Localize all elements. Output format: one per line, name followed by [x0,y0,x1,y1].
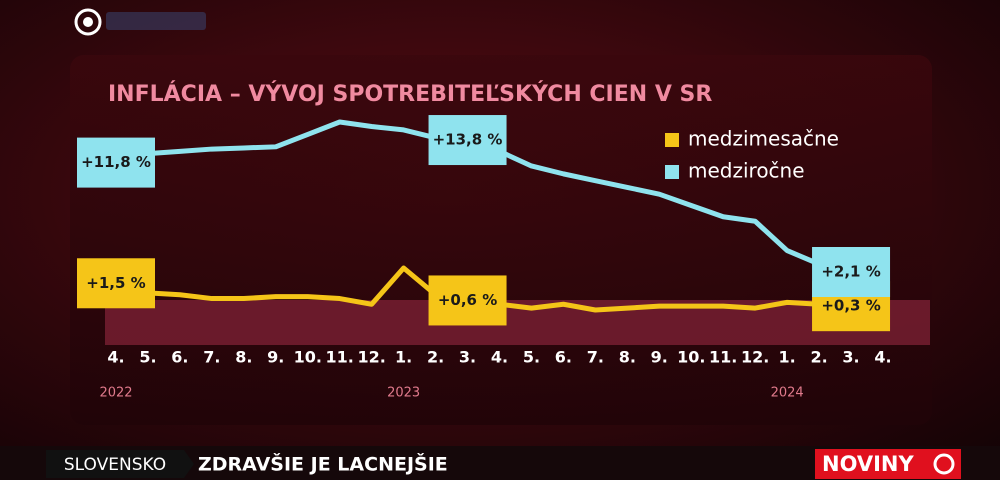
value-label-box [428,275,507,326]
legend-swatch [665,133,679,147]
x-tick-label: 6. [171,348,188,367]
x-tick-label: 10. [294,348,322,367]
value-label-box [77,137,155,188]
x-tick-label: 1. [779,348,796,367]
x-tick-label: 3. [842,348,859,367]
x-tick-label: 8. [619,348,636,367]
ticker-headline: ZDRAVŠIE JE LACNEJŠIE [198,452,448,476]
ticker: SLOVENSKO ZDRAVŠIE JE LACNEJŠIE NOVINY [0,446,1000,480]
x-tick-label: 6. [555,348,572,367]
value-label-box [428,115,507,166]
value-label: +11,8 % [81,153,151,171]
value-label: +2,1 % [821,263,880,281]
x-tick-label: 5. [139,348,156,367]
x-tick-label: 7. [203,348,220,367]
ticker-section: SLOVENSKO [64,455,166,475]
x-tick-label: 7. [587,348,604,367]
x-tick-label: 4. [107,348,124,367]
chart-panel [70,55,932,425]
year-label: 2024 [771,386,804,401]
value-label: +13,8 % [433,131,503,149]
channel-logo [74,8,206,36]
value-label-box [812,247,891,297]
x-tick-label: 2. [427,348,444,367]
x-tick-label: 12. [357,348,385,367]
x-tick-label: 4. [874,348,891,367]
x-tick-label: 4. [491,348,508,367]
legend-label: medzimesačne [688,127,839,151]
x-tick-label: 10. [677,348,705,367]
x-tick-label: 3. [459,348,476,367]
year-label: 2023 [387,386,420,401]
ticker-logo: NOVINY [822,452,915,476]
x-tick-label: 11. [326,348,354,367]
chart-title: INFLÁCIA – VÝVOJ SPOTREBITEĽSKÝCH CIEN V… [108,81,712,107]
value-label: +1,5 % [86,274,145,292]
value-label-box [77,258,155,309]
x-tick-label: 5. [523,348,540,367]
x-tick-label: 2. [810,348,827,367]
value-label: +0,3 % [821,297,880,315]
x-tick-label: 1. [395,348,412,367]
year-label: 2022 [99,386,132,401]
legend-label: medziročne [688,159,805,183]
x-tick-label: 12. [741,348,769,367]
value-label: +0,6 % [438,291,497,309]
x-tick-label: 11. [709,348,737,367]
x-tick-label: 8. [235,348,252,367]
x-tick-label: 9. [651,348,668,367]
legend-swatch [665,165,679,179]
x-tick-label: 9. [267,348,284,367]
